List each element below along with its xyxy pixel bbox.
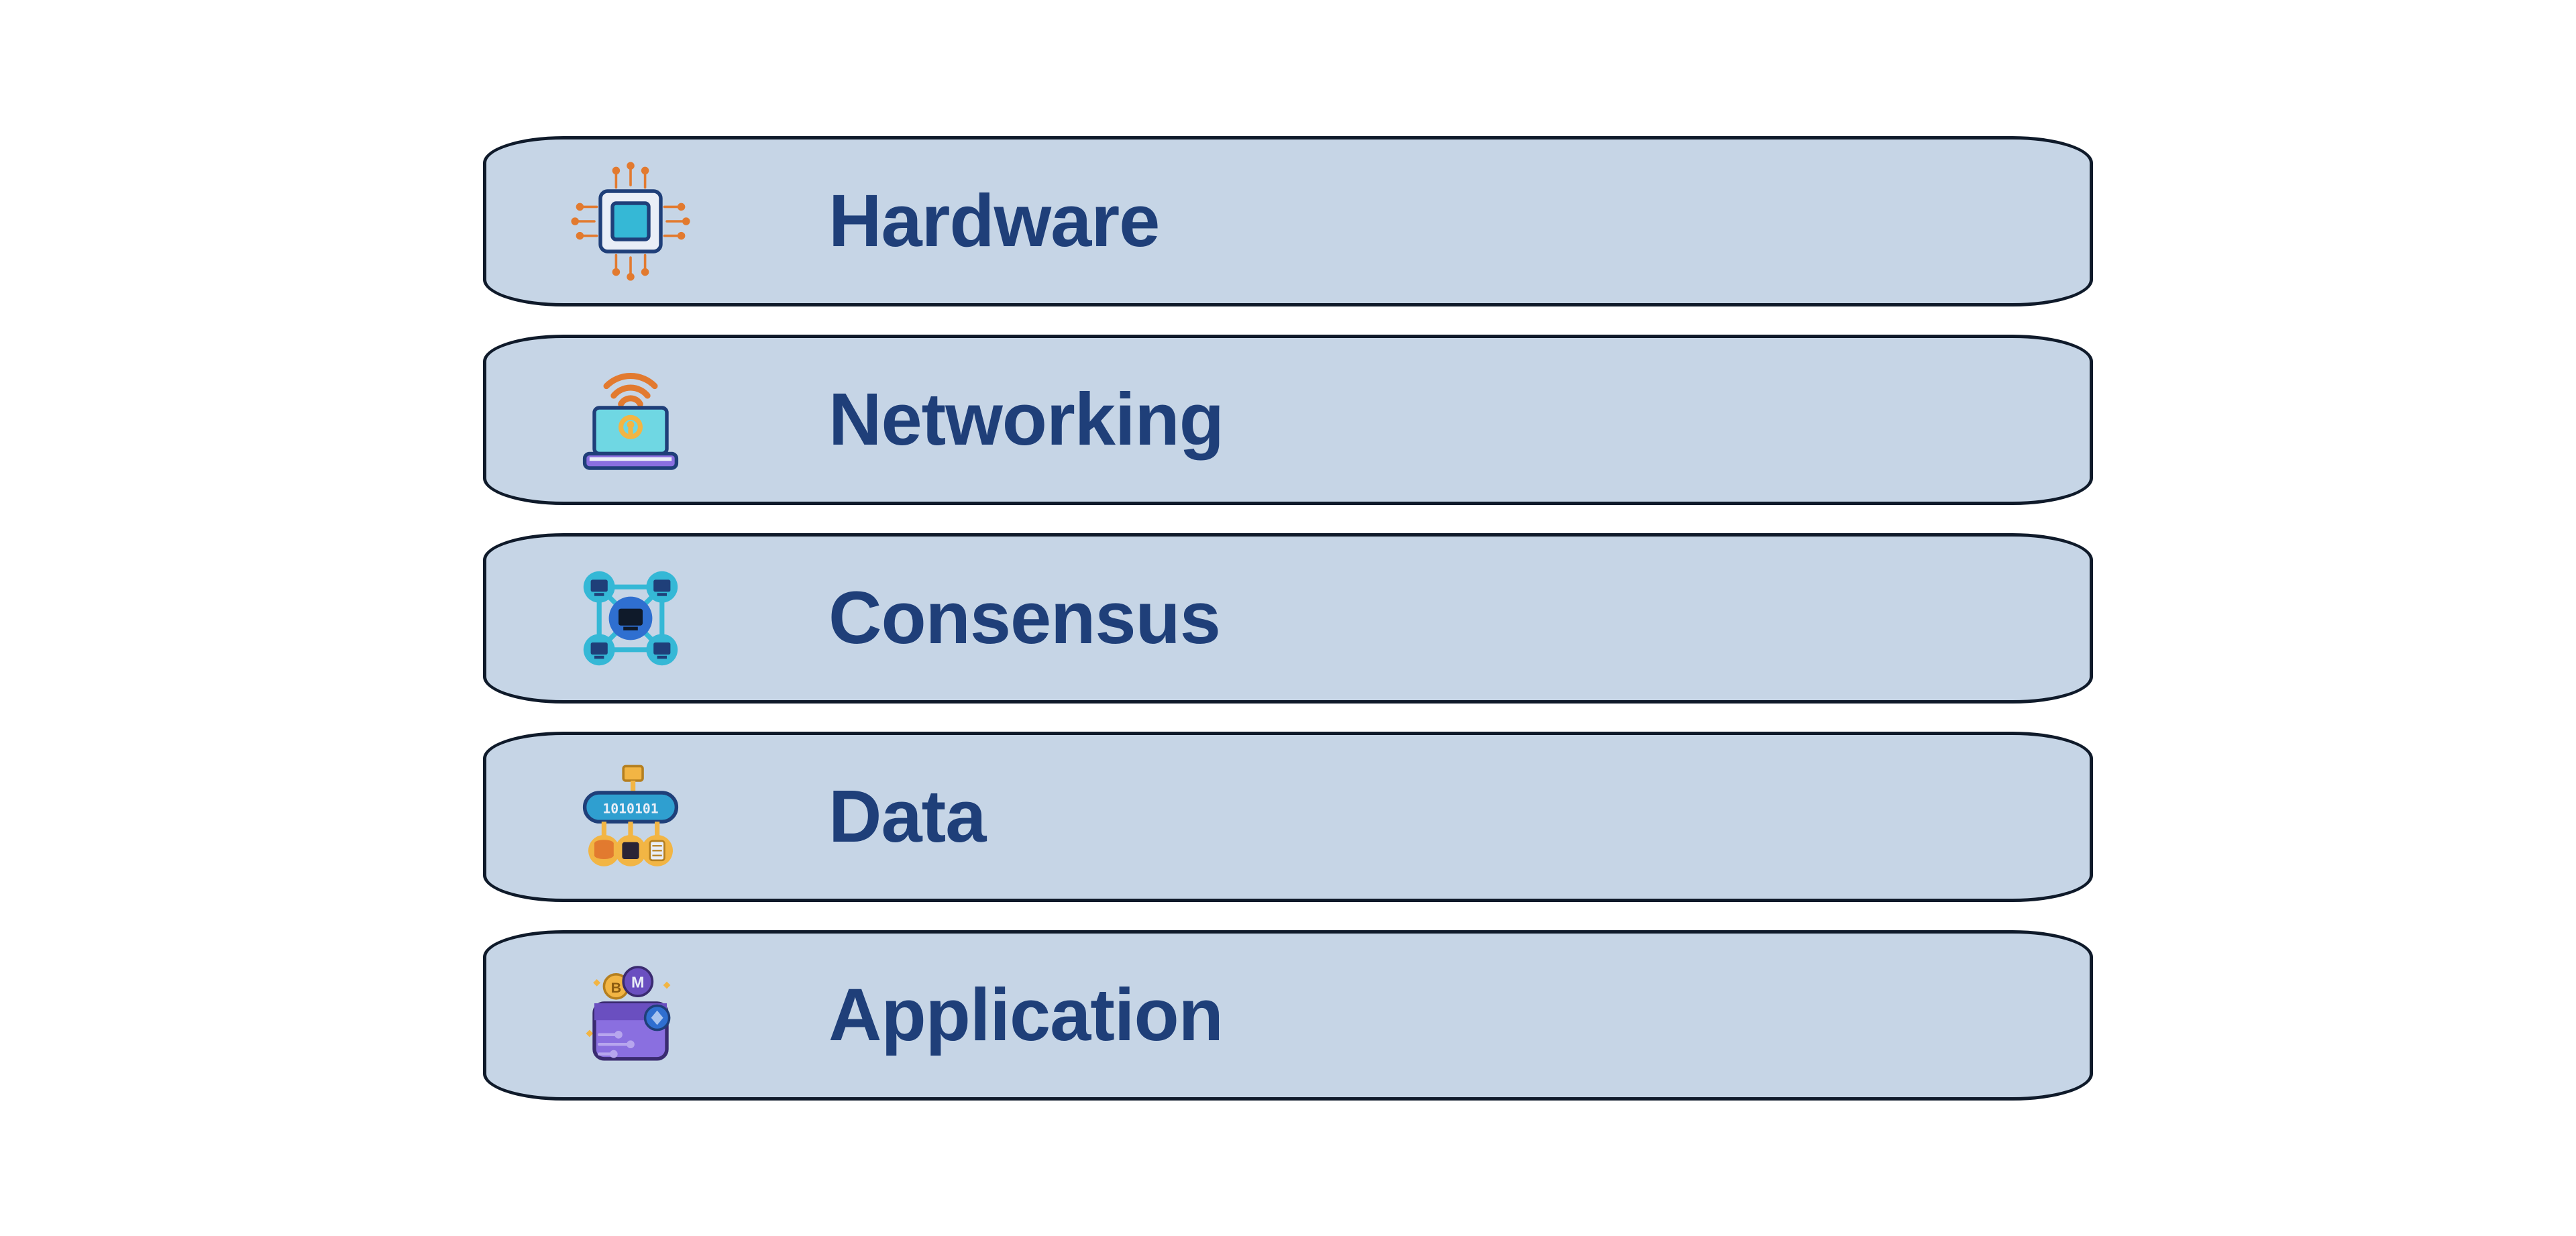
svg-text:B: B <box>611 978 622 995</box>
svg-text:M: M <box>631 973 645 991</box>
network-nodes-icon <box>486 537 775 700</box>
layer-label: Data <box>775 774 1801 859</box>
layer-stack: Hardware Networking <box>483 136 2093 1101</box>
cpu-chip-icon <box>486 139 775 303</box>
laptop-wifi-icon <box>486 338 775 502</box>
layer-label: Hardware <box>775 178 1801 264</box>
layer-data: 1010101 Data <box>483 732 2093 902</box>
layer-label: Networking <box>775 377 1801 462</box>
layer-label: Consensus <box>775 575 1801 661</box>
layer-networking: Networking <box>483 335 2093 505</box>
svg-text:1010101: 1010101 <box>602 801 658 816</box>
crypto-wallet-icon: B M <box>486 934 775 1097</box>
layer-label: Application <box>775 972 1801 1058</box>
data-bus-icon: 1010101 <box>486 735 775 899</box>
layer-application: B M Application <box>483 930 2093 1101</box>
layer-consensus: Consensus <box>483 533 2093 704</box>
layer-hardware: Hardware <box>483 136 2093 306</box>
